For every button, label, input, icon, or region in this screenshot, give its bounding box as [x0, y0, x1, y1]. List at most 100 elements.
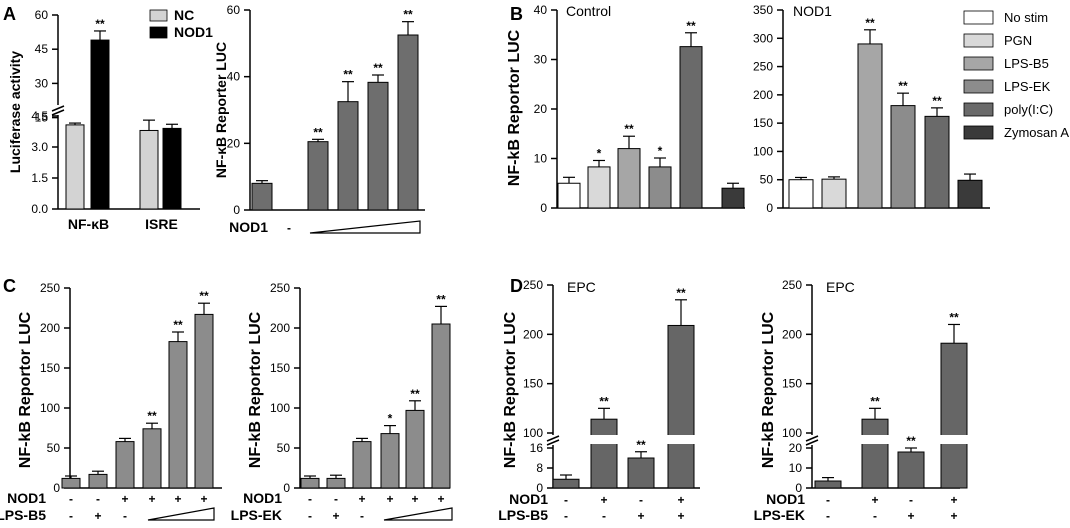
y-axis-label: NF-kB Reportor LUC — [506, 29, 523, 186]
treatment-mark: - — [123, 509, 127, 523]
significance-mark: ** — [313, 125, 323, 139]
legend-label: LPS-EK — [1004, 79, 1051, 94]
legend-swatch — [963, 56, 994, 71]
bar — [380, 433, 400, 489]
axis-break-mark — [51, 109, 65, 116]
y-tick-label: 8 — [536, 461, 543, 475]
y-tick-label: 250 — [782, 278, 802, 292]
treatment-mark: - — [909, 493, 913, 507]
significance-mark: ** — [906, 434, 916, 448]
legend-label: PGN — [1004, 33, 1032, 48]
panel-label-a: A — [3, 4, 16, 24]
axis-break-gap — [52, 105, 64, 115]
bar — [142, 428, 162, 489]
y-axis-label: NF-κB Reporter LUC — [213, 42, 229, 178]
bar-zymosan-a — [957, 179, 983, 209]
treatment-mark: + — [411, 492, 418, 506]
treatment-mark: - — [602, 509, 606, 523]
y-tick-label: 100 — [40, 401, 60, 415]
y-tick-label: 3.0 — [31, 140, 48, 154]
treatment-mark: + — [950, 493, 957, 507]
bar — [590, 418, 618, 489]
axis-break-mark — [546, 435, 560, 442]
treatment-mark: - — [308, 492, 312, 506]
significance-mark: ** — [436, 292, 446, 306]
bar — [326, 477, 346, 489]
significance-mark: ** — [676, 286, 686, 300]
y-tick-label: 100 — [523, 426, 543, 440]
treatment-mark: + — [332, 509, 339, 523]
y-tick-label: 20 — [534, 102, 548, 116]
row-label: NOD1 — [243, 490, 282, 506]
y-tick-label: 0 — [233, 203, 240, 217]
row-label: NOD1 — [7, 490, 46, 506]
y-tick-label: 4.5 — [31, 109, 48, 123]
bar — [431, 323, 451, 489]
y-tick-label: 16 — [530, 441, 544, 455]
bar — [61, 477, 81, 489]
bar-break-gap — [940, 435, 968, 444]
treatment-mark: - — [639, 493, 643, 507]
treatment-mark: - — [826, 509, 830, 523]
y-axis-label: NF-kB Reportor LUC — [17, 311, 34, 468]
treatment-mark: + — [94, 509, 101, 523]
axis-break-mark — [805, 439, 819, 446]
significance-mark: ** — [95, 17, 105, 31]
bar — [405, 409, 425, 489]
y-tick-label: 40 — [227, 70, 241, 84]
treatment-mark: - — [873, 509, 877, 523]
treatment-mark: + — [121, 492, 128, 506]
significance-mark: ** — [173, 318, 183, 332]
panel-label-d: D — [510, 276, 523, 296]
bar — [667, 324, 695, 489]
legend-label-nod1: NOD1 — [174, 24, 213, 40]
y-tick-label: 150 — [523, 377, 543, 391]
treatment-mark: + — [677, 493, 684, 507]
significance-mark: ** — [636, 438, 646, 452]
significance-mark: ** — [865, 16, 875, 30]
significance-mark: ** — [870, 394, 880, 408]
bar — [168, 341, 188, 489]
y-axis-label: Luciferase activity — [7, 51, 23, 173]
chart-title: EPC — [567, 279, 596, 295]
bar — [940, 342, 968, 489]
significance-mark: * — [597, 146, 602, 160]
treatment-mark: + — [358, 492, 365, 506]
significance-mark: ** — [624, 122, 634, 136]
bar-break-gap — [590, 435, 618, 444]
y-tick-label: 200 — [782, 327, 802, 341]
legend-label: poly(I:C) — [1004, 102, 1053, 117]
y-tick-label: 30 — [35, 76, 49, 90]
y-tick-label: 100 — [782, 426, 802, 440]
significance-mark: ** — [949, 310, 959, 324]
bar — [352, 441, 372, 489]
y-tick-label: 200 — [753, 88, 773, 102]
y-tick-label: 45 — [35, 42, 49, 56]
legend-label: No stim — [1004, 10, 1048, 25]
dose-ramp-triangle — [309, 220, 421, 234]
treatment-mark: + — [677, 509, 684, 523]
y-tick-label: 0.0 — [31, 202, 48, 216]
chart-title: Control — [566, 3, 611, 19]
y-tick-label: 60 — [227, 3, 241, 17]
row-label: LPS-EK — [754, 507, 805, 523]
y-tick-label: 350 — [753, 3, 773, 17]
bar-nod1 — [162, 127, 182, 210]
y-tick-label: 20 — [227, 136, 241, 150]
bar-break-gap — [861, 435, 889, 444]
y-tick-label: 250 — [270, 281, 290, 295]
y-tick-label: 20 — [789, 441, 803, 455]
y-tick-label: 200 — [270, 321, 290, 335]
bar-lps-b5 — [617, 148, 641, 209]
bar-pgn — [587, 166, 611, 209]
y-tick-label: 150 — [40, 361, 60, 375]
bar — [552, 478, 580, 489]
x-tick-label: ISRE — [145, 216, 178, 232]
row-label: LPS-EK — [231, 507, 282, 523]
bar — [300, 477, 320, 489]
treatment-mark: + — [437, 492, 444, 506]
y-tick-label: 30 — [534, 53, 548, 67]
